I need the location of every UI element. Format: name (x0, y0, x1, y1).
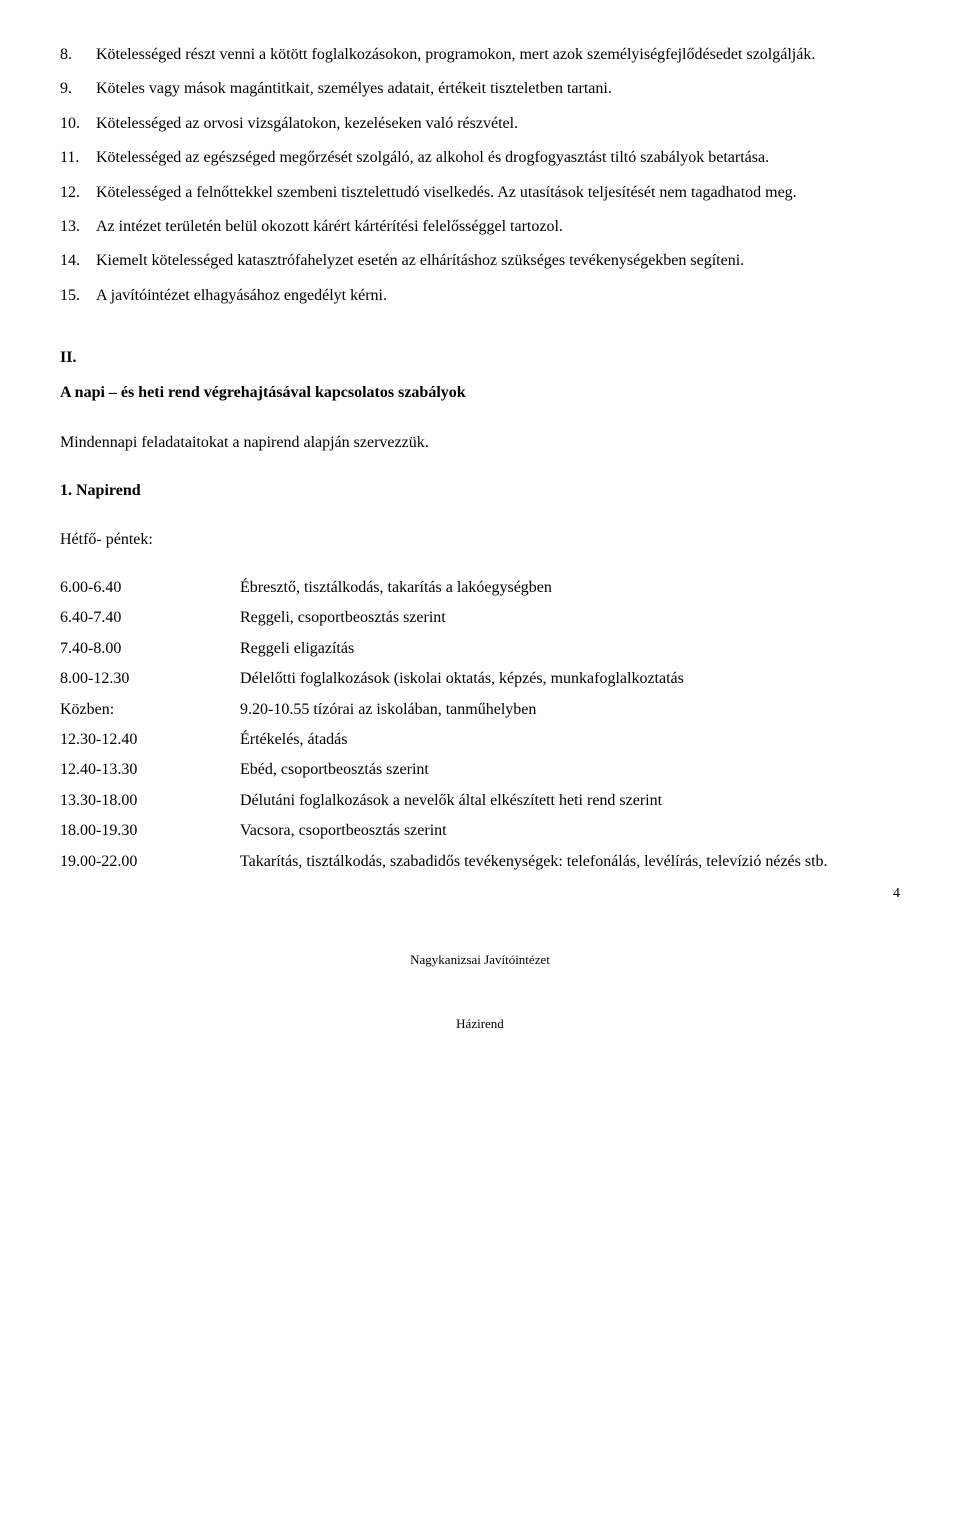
list-item-number: 9. (60, 74, 96, 104)
list-item-number: 14. (60, 246, 96, 276)
list-item-number: 10. (60, 109, 96, 139)
list-item-text: Az intézet területén belül okozott kárér… (96, 212, 900, 242)
schedule-desc: Takarítás, tisztálkodás, szabadidős tevé… (240, 847, 900, 877)
footer-doc-name: Házirend (60, 1012, 900, 1037)
schedule-desc: Reggeli eligazítás (240, 634, 900, 664)
list-item-number: 13. (60, 212, 96, 242)
schedule-time: 18.00-19.30 (60, 816, 240, 846)
list-item-number: 11. (60, 143, 96, 173)
schedule-desc: 9.20-10.55 tízórai az iskolában, tanműhe… (240, 695, 900, 725)
list-item: 8.Kötelességed részt venni a kötött fogl… (60, 40, 900, 70)
schedule-row: 7.40-8.00Reggeli eligazítás (60, 634, 900, 664)
schedule-row: Közben:9.20-10.55 tízórai az iskolában, … (60, 695, 900, 725)
list-item: 12.Kötelességed a felnőttekkel szembeni … (60, 178, 900, 208)
list-item-text: Kötelességed részt venni a kötött foglal… (96, 40, 900, 70)
page-number: 4 (60, 881, 900, 908)
schedule-desc: Ébresztő, tisztálkodás, takarítás a lakó… (240, 573, 900, 603)
intro-paragraph: Mindennapi feladataitokat a napirend ala… (60, 428, 900, 458)
list-item-number: 15. (60, 281, 96, 311)
schedule-row: 6.00-6.40Ébresztő, tisztálkodás, takarít… (60, 573, 900, 603)
schedule-time: 12.30-12.40 (60, 725, 240, 755)
schedule-row: 6.40-7.40Reggeli, csoportbeosztás szerin… (60, 603, 900, 633)
list-item-text: Kötelességed az orvosi vizsgálatokon, ke… (96, 109, 900, 139)
schedule-time: 19.00-22.00 (60, 847, 240, 877)
schedule-row: 12.30-12.40Értékelés, átadás (60, 725, 900, 755)
list-item: 9.Köteles vagy mások magántitkait, szemé… (60, 74, 900, 104)
schedule-row: 13.30-18.00Délutáni foglalkozások a neve… (60, 786, 900, 816)
schedule-desc: Reggeli, csoportbeosztás szerint (240, 603, 900, 633)
schedule-row: 19.00-22.00Takarítás, tisztálkodás, szab… (60, 847, 900, 877)
footer-institution: Nagykanizsai Javítóintézet (60, 948, 900, 973)
schedule-row: 18.00-19.30Vacsora, csoportbeosztás szer… (60, 816, 900, 846)
list-item: 14.Kiemelt kötelességed katasztrófahelyz… (60, 246, 900, 276)
schedule-time: 13.30-18.00 (60, 786, 240, 816)
sub-title: 1. Napirend (60, 476, 900, 506)
list-item: 13.Az intézet területén belül okozott ká… (60, 212, 900, 242)
schedule-time: 6.00-6.40 (60, 573, 240, 603)
list-item-text: Kiemelt kötelességed katasztrófahelyzet … (96, 246, 900, 276)
schedule-desc: Értékelés, átadás (240, 725, 900, 755)
schedule-time: 8.00-12.30 (60, 664, 240, 694)
duties-list: 8.Kötelességed részt venni a kötött fogl… (60, 40, 900, 311)
section-number: II. (60, 343, 900, 373)
section-title: A napi – és heti rend végrehajtásával ka… (60, 378, 900, 408)
list-item: 11.Kötelességed az egészséged megőrzését… (60, 143, 900, 173)
schedule-row: 12.40-13.30Ebéd, csoportbeosztás szerint (60, 755, 900, 785)
schedule-table: 6.00-6.40Ébresztő, tisztálkodás, takarít… (60, 573, 900, 877)
schedule-desc: Vacsora, csoportbeosztás szerint (240, 816, 900, 846)
schedule-row: 8.00-12.30Délelőtti foglalkozások (iskol… (60, 664, 900, 694)
list-item: 10.Kötelességed az orvosi vizsgálatokon,… (60, 109, 900, 139)
list-item-text: A javítóintézet elhagyásához engedélyt k… (96, 281, 900, 311)
list-item-number: 12. (60, 178, 96, 208)
schedule-desc: Ebéd, csoportbeosztás szerint (240, 755, 900, 785)
list-item-text: Kötelességed az egészséged megőrzését sz… (96, 143, 900, 173)
list-item-number: 8. (60, 40, 96, 70)
schedule-desc: Délutáni foglalkozások a nevelők által e… (240, 786, 900, 816)
day-range: Hétfő- péntek: (60, 525, 900, 555)
schedule-time: Közben: (60, 695, 240, 725)
schedule-time: 7.40-8.00 (60, 634, 240, 664)
schedule-time: 6.40-7.40 (60, 603, 240, 633)
schedule-time: 12.40-13.30 (60, 755, 240, 785)
list-item: 15.A javítóintézet elhagyásához engedély… (60, 281, 900, 311)
schedule-desc: Délelőtti foglalkozások (iskolai oktatás… (240, 664, 900, 694)
list-item-text: Kötelességed a felnőttekkel szembeni tis… (96, 178, 900, 208)
list-item-text: Köteles vagy mások magántitkait, személy… (96, 74, 900, 104)
